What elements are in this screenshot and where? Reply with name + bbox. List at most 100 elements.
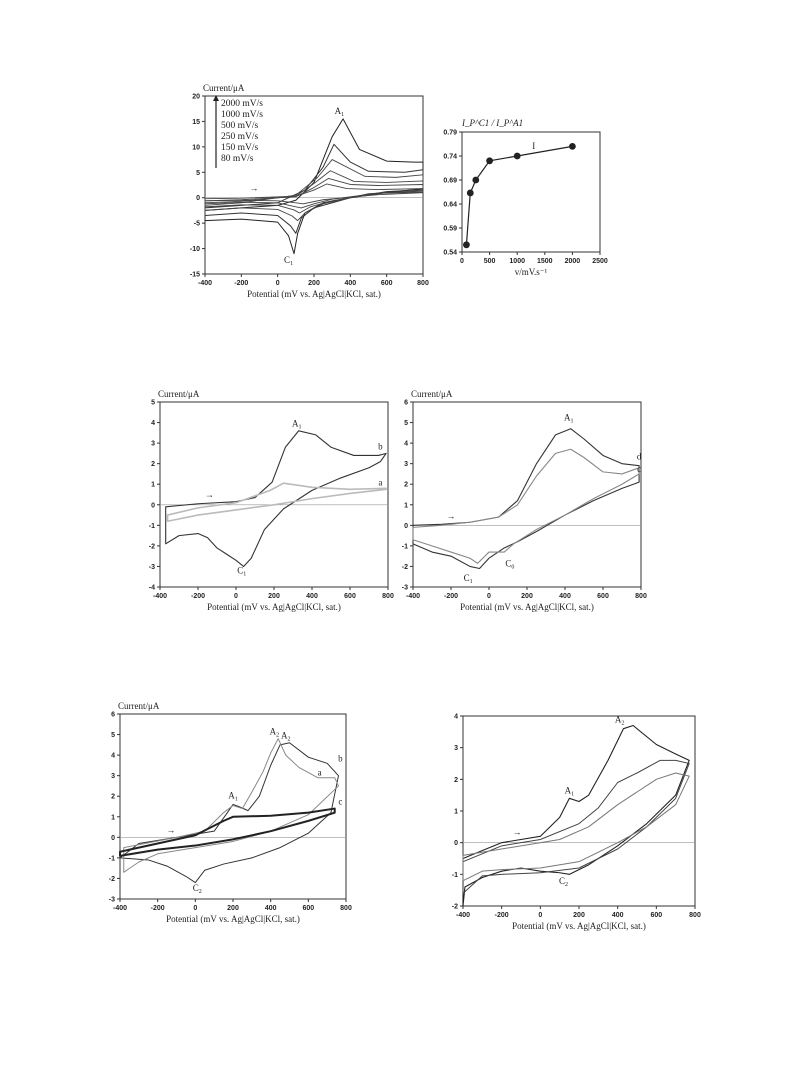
y-tick-label: 4	[111, 753, 115, 760]
voltammogram-curve	[412, 428, 640, 570]
y-tick-label: 0.74	[443, 154, 457, 161]
x-tick-label: 600	[381, 280, 393, 287]
y-tick-label: 15	[192, 119, 200, 126]
x-tick-label: 1000	[509, 258, 525, 265]
y-tick-label: -2	[402, 564, 408, 571]
y-axis-label: Current/μA	[203, 83, 245, 93]
data-point	[472, 176, 480, 184]
x-tick-label: -200	[151, 905, 165, 912]
peak-annotation: C0	[505, 558, 514, 570]
x-tick-label: 600	[597, 593, 609, 600]
y-tick-label: -1	[402, 543, 408, 550]
y-axis-label: Current/μA	[158, 389, 200, 399]
y-tick-label: -1	[149, 523, 155, 530]
x-tick-label: 800	[689, 912, 701, 919]
voltammogram-curve	[166, 482, 387, 523]
legend-arrow-head	[213, 95, 219, 101]
voltammogram-curve	[462, 759, 690, 894]
x-tick-label: 200	[227, 905, 239, 912]
voltammogram-curve	[204, 183, 424, 205]
ratio-line	[465, 145, 573, 245]
y-tick-label: 1	[111, 814, 115, 821]
chart-cv-cd: -400 -200 0 200 400 600 800 -3 -2 -1 0 1 2 3 4 5 6 Potent…	[383, 388, 653, 613]
y-tick-label: -5	[194, 221, 200, 228]
y-tick-label: 4	[151, 420, 155, 427]
x-tick-label: 1500	[537, 258, 553, 265]
chart-cv-ab: -400 -200 0 200 400 600 800 -4 -3 -2 -1 0 1 2 3 4 5 Poten…	[130, 388, 400, 613]
voltammogram-curve	[412, 448, 640, 564]
y-tick-label: 0.54	[443, 250, 457, 257]
peak-annotation: c	[637, 464, 641, 474]
x-tick-label: 600	[344, 593, 356, 600]
chart-svg: -400 -200 0 200 400 600 800 -2 -1 0 1 2 3 4 Potential …	[452, 714, 701, 932]
peak-annotation: →	[250, 183, 259, 193]
x-tick-label: -200	[495, 912, 509, 919]
x-tick-label: 600	[650, 912, 662, 919]
legend-entry: 2000 mV/s	[221, 99, 263, 109]
x-tick-label: 800	[635, 593, 647, 600]
peak-annotation: a	[318, 768, 322, 778]
peak-annotation: A2	[270, 727, 280, 739]
x-tick-label: 2500	[592, 258, 608, 265]
plot-frame	[159, 401, 389, 588]
y-tick-label: 0.69	[443, 178, 457, 185]
x-tick-label: 0	[538, 912, 542, 919]
y-tick-label: 4	[454, 714, 458, 721]
voltammogram-curve	[165, 430, 387, 567]
peak-annotation: →	[166, 825, 175, 835]
y-tick-label: 10	[192, 144, 200, 151]
legend-entry: 500 mV/s	[221, 121, 259, 131]
data-point	[513, 152, 521, 160]
y-tick-label: -4	[149, 585, 155, 592]
chart-svg: 0 500 1000 1500 2000 2500 0.54 0.59 0.64 0.69 0.74…	[443, 118, 608, 277]
y-tick-label: -2	[149, 543, 155, 550]
y-tick-label: 0	[454, 840, 458, 847]
x-tick-label: 200	[268, 593, 280, 600]
voltammogram-curve	[462, 724, 690, 907]
y-tick-label: -3	[149, 564, 155, 571]
peak-annotation: b	[338, 753, 343, 763]
plot-frame	[461, 131, 601, 253]
y-tick-label: 1	[404, 502, 408, 509]
legend-entry: 80 mV/s	[221, 154, 254, 164]
x-tick-label: -400	[406, 593, 420, 600]
x-tick-label: 0	[193, 905, 197, 912]
y-axis-label: Current/μA	[118, 701, 160, 711]
x-tick-label: 0	[234, 593, 238, 600]
chart-cv-scan-rates: -400 -200 0 200 400 600 800 -15 -10 -5 0 5 10 15 20 Pot…	[150, 78, 435, 318]
peak-annotation: b	[378, 441, 383, 451]
y-axis-label: Current/μA	[411, 389, 453, 399]
y-axis-label: I_P^C1 / I_P^A1	[461, 118, 523, 128]
chart-svg: -400 -200 0 200 400 600 800 -3 -2 -1 0 1 2 3 4 5 6 Potent…	[402, 389, 647, 612]
y-tick-label: 0	[404, 523, 408, 530]
y-tick-label: -1	[452, 872, 458, 879]
chart-svg: -400 -200 0 200 400 600 800 -3 -2 -1 0 1 2 3 4 5 6 Potent…	[109, 701, 352, 924]
y-tick-label: 6	[111, 712, 115, 719]
x-tick-label: 0	[460, 258, 464, 265]
legend-entry: 1000 mV/s	[221, 110, 263, 120]
x-tick-label: 600	[302, 905, 314, 912]
y-tick-label: -2	[109, 876, 115, 883]
peak-annotation: A2	[281, 731, 291, 743]
x-tick-label: 800	[417, 280, 429, 287]
x-tick-label: 0	[487, 593, 491, 600]
chart-peak-ratio: 0 500 1000 1500 2000 2500 0.54 0.59 0.64 0.69 0.74…	[440, 110, 615, 280]
y-tick-label: 0	[111, 835, 115, 842]
y-tick-label: 2	[151, 461, 155, 468]
x-axis-label: Potential (mV vs. Ag|AgCl|KCl, sat.)	[512, 921, 646, 931]
x-tick-label: 200	[521, 593, 533, 600]
y-tick-label: -10	[190, 246, 200, 253]
y-tick-label: 3	[111, 773, 115, 780]
peak-annotation: →	[205, 490, 214, 500]
x-axis-label: Potential (mV vs. Ag|AgCl|KCl, sat.)	[247, 289, 381, 299]
peak-annotation: A2	[615, 714, 625, 726]
legend-entry: 250 mV/s	[221, 132, 259, 142]
x-tick-label: 200	[573, 912, 585, 919]
x-axis-label: Potential (mV vs. Ag|AgCl|KCl, sat.)	[460, 602, 594, 612]
voltammogram-curve	[119, 807, 336, 857]
y-tick-label: 2	[454, 777, 458, 784]
y-tick-label: -3	[109, 897, 115, 904]
voltammogram-curve	[119, 742, 339, 884]
peak-annotation: C1	[284, 255, 293, 267]
voltammogram-curve	[204, 143, 424, 234]
